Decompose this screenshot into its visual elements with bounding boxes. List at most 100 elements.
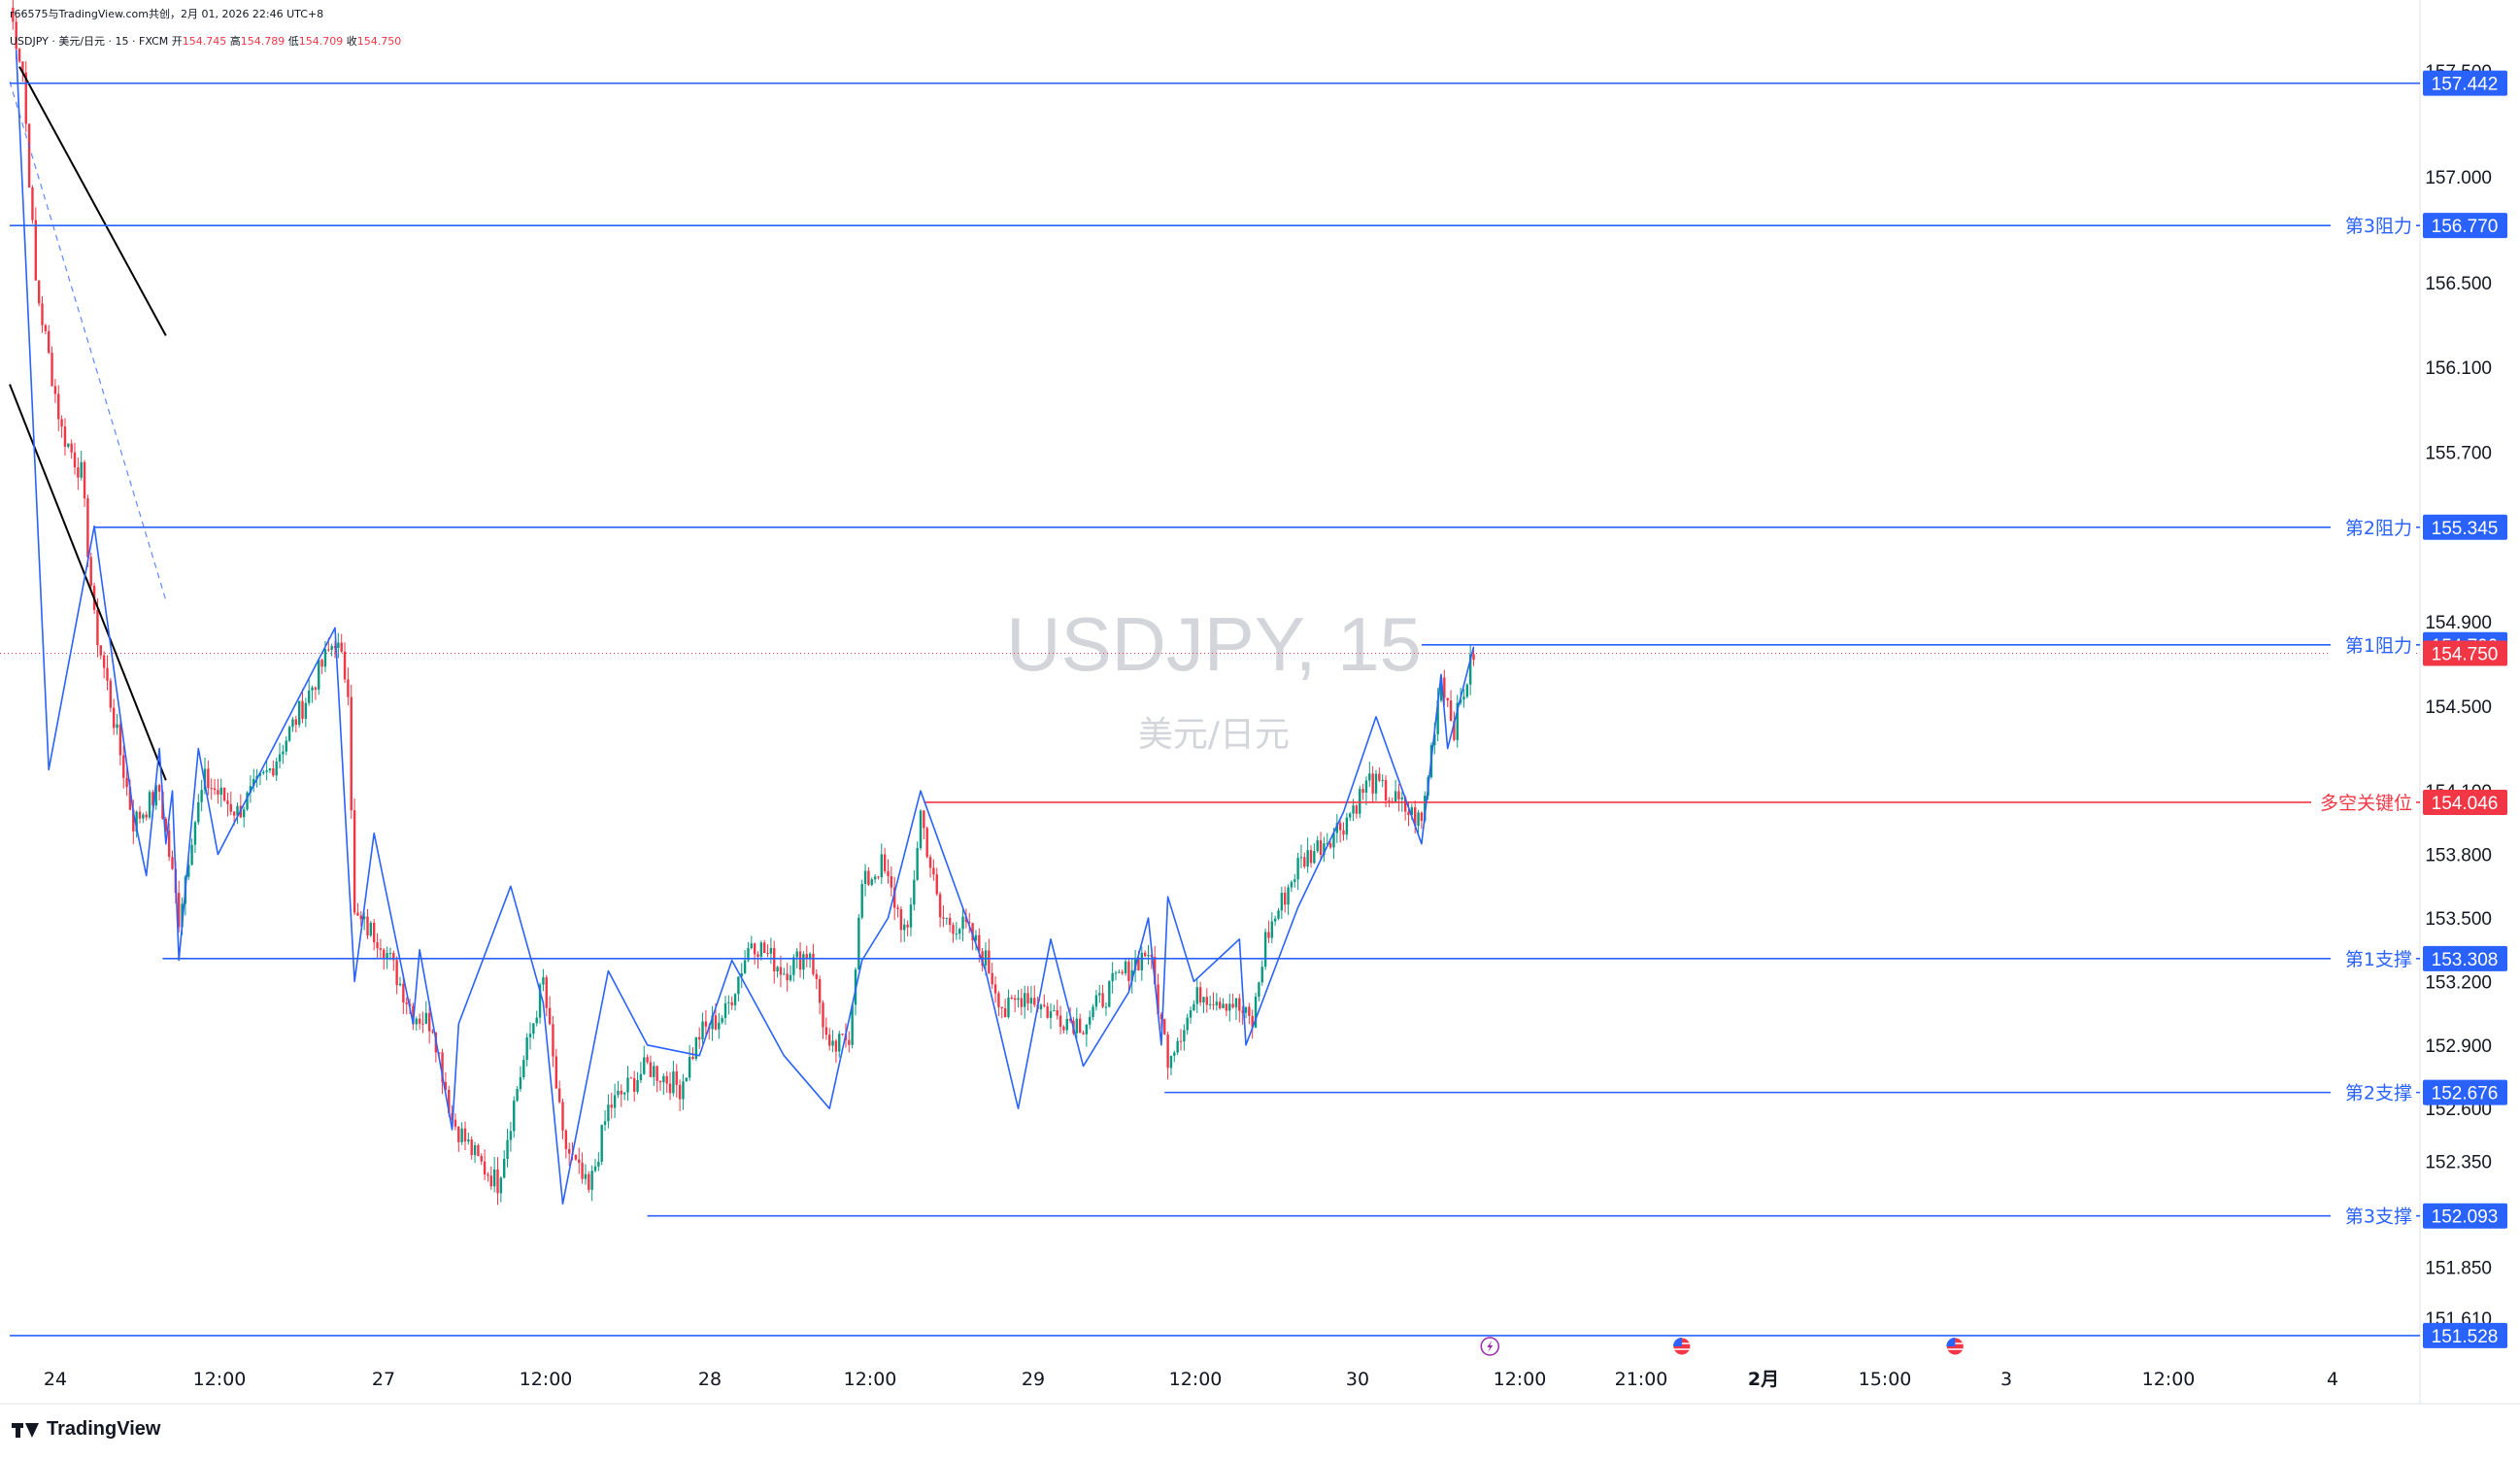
candle-body [1299,857,1303,859]
candle-body [1456,702,1459,740]
trendline[interactable] [9,384,167,781]
candle-body [311,687,314,691]
candle-body [80,461,83,478]
candle-body [808,953,812,959]
candle-body [672,1071,675,1094]
candle-body [1260,967,1263,983]
candle-body [538,984,542,1018]
candle-body [1000,1006,1003,1008]
candle-body [1328,843,1332,848]
tradingview-logo[interactable]: TradingView [12,1418,160,1441]
candle-body [135,811,138,832]
candle-body [887,870,890,876]
zigzag-polyline[interactable] [15,50,1475,1205]
candle-body [1121,971,1124,974]
candle-body [421,1023,424,1025]
candle-body [301,700,304,719]
candle-body [48,330,50,354]
candle-body [1068,1018,1072,1021]
trendlines [9,66,167,781]
candle-body [492,1169,496,1187]
candle-body [1231,1003,1234,1008]
candle-body [460,1128,463,1142]
candle-body [122,755,125,778]
candle-body [1270,921,1273,938]
trendline-dashed[interactable] [9,81,167,601]
candle-body [1094,995,1098,1007]
candle-body [473,1144,477,1156]
candle-body [83,461,86,499]
trendline[interactable] [18,66,167,336]
candle-body [870,879,873,885]
candle-body [600,1124,603,1162]
candle-body [988,950,991,973]
time-tick-label: 12:00 [520,1369,573,1390]
high-value: 154.789 [240,35,286,48]
candle-body [1111,972,1114,982]
candle-body [1280,893,1284,911]
candle-body [171,857,174,869]
candle-body [1024,993,1026,1007]
candle-body [70,443,73,453]
candle-body [1361,789,1364,794]
candle-body [798,951,802,970]
candle-body [63,426,67,447]
candle-body [1159,1014,1163,1020]
candle-body [424,1012,427,1024]
candle-body [1017,998,1020,1001]
us-flag-canton [1672,1338,1682,1346]
candle-body [776,967,779,972]
candle-body [818,978,822,1003]
price-tick-label: 156.100 [2425,358,2492,379]
candle-body [1075,1018,1078,1034]
candle-body [499,1177,503,1194]
candle-body [1368,773,1371,781]
candle-body [1056,1009,1058,1016]
candle-body [935,874,938,895]
candle-body [1374,773,1378,794]
candle-body [252,778,255,787]
candle-body [496,1169,499,1194]
candle-body [125,777,128,788]
close-label: 收 [346,35,357,48]
candle-body [441,1052,444,1082]
candle-body [733,994,737,1005]
candle-body [102,655,106,668]
candle-body [1026,993,1029,1004]
price-tick-label: 154.900 [2425,613,2492,633]
candle-body [588,1173,590,1190]
candle-body [1163,1019,1166,1035]
time-tick-label: 12:00 [193,1369,247,1390]
candle-body [841,1034,844,1036]
candle-body [1186,1017,1189,1031]
candle-body [1195,987,1198,1004]
candle-body [99,645,102,656]
time-tick-label: 21:00 [1615,1369,1668,1390]
candle-body [636,1079,639,1092]
candle-body [516,1088,519,1102]
candle-body [694,1036,698,1060]
candle-body [236,805,239,816]
candle-body [899,908,903,931]
level-price-tag [2423,1079,2507,1105]
candle-body [24,72,27,124]
candle-body [1290,881,1294,888]
candle-body [961,916,964,930]
candle-body [795,951,798,958]
candle-body [333,646,337,649]
candle-body [812,953,815,974]
level-price-text: 157.442 [2432,75,2499,95]
candle-body [1089,1017,1092,1025]
level-label: 第3阻力 [2345,216,2412,237]
candle-body [831,1040,834,1046]
candle-body [525,1036,528,1061]
candle-body [1284,893,1287,905]
candle-body [454,1119,457,1127]
candle-body [265,770,268,772]
candle-body [116,724,118,729]
time-axis[interactable]: 24 12:00 27 12:00 28 12:00 29 12:00 30 12:00 21:00… [44,1369,2338,1390]
candle-body [568,1148,571,1154]
candle-body [607,1104,610,1122]
candle-body [287,727,291,741]
